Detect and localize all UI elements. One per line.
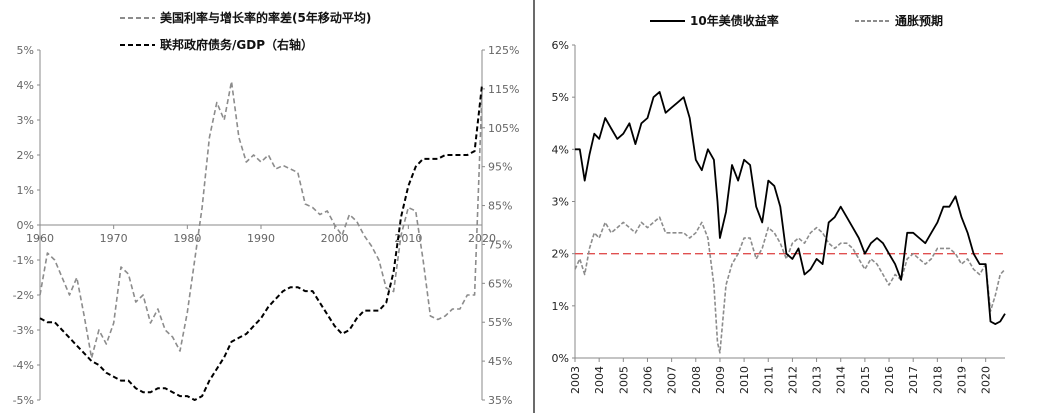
right-chart-panel: 6% 5% 4% 3% 2% 1% 0% 2003 2004 2005 2006 2007 2008 20… (535, 0, 1038, 413)
legend-label: 美国利率与增长率的率差(5年移动平均) (160, 10, 371, 25)
left-chart-panel: 5% 4% 3% 2% 1% 0% -1% -2% -3% -4% -5% 125% 115% 105% 9… (12, 0, 535, 413)
left-y-tick-label: 1% (17, 184, 34, 197)
x-tick-label: 2018 (931, 366, 944, 394)
x-tick-label: 2019 (956, 366, 969, 394)
left-y-tick-label: 4% (17, 79, 34, 92)
x-tick-label: 2000 (321, 232, 349, 245)
right-y-tick-label: 85% (488, 200, 512, 213)
x-tick-label: 2015 (859, 366, 872, 394)
y-tick-label: 1% (552, 300, 569, 313)
x-tick-label: 2006 (641, 366, 654, 394)
x-tick-label: 2014 (835, 366, 848, 394)
right-y-tick-label: 45% (488, 355, 512, 368)
right-chart: 6% 5% 4% 3% 2% 1% 0%2003 2004 2005 2006 2007 2008 20… (552, 13, 1006, 394)
legend-label: 通胀预期 (895, 13, 943, 28)
x-tick-label: 2020 (980, 366, 993, 394)
right-y-tick-label: 125% (488, 44, 519, 57)
y-tick-label: 4% (552, 143, 569, 156)
legend-label: 10年美债收益率 (690, 13, 779, 28)
x-tick-label: 1990 (247, 232, 275, 245)
right-y-tick-label: 95% (488, 161, 512, 174)
x-tick-label: 2009 (714, 366, 727, 394)
left-y-tick-label: -1% (13, 254, 34, 267)
left-chart: 5% 4% 3% 2% 1% 0% -1% -2% -3% -4% -5% 125% 115% 105% 9… (13, 10, 520, 407)
x-tick-label: 2013 (811, 366, 824, 394)
series-line-inflation-expectation (574, 216, 1006, 354)
left-y-tick-label: 5% (17, 44, 34, 57)
series-line-federal-debt-gdp (39, 84, 483, 401)
x-tick-label: 2004 (593, 366, 606, 394)
series-line-rate-growth-differential (39, 80, 483, 359)
left-y-tick-label: -3% (13, 324, 34, 337)
x-tick-label: 2005 (617, 366, 630, 394)
x-tick-label: 1960 (26, 232, 54, 245)
left-y-tick-label: -4% (13, 359, 34, 372)
right-y-tick-label: 115% (488, 83, 519, 96)
left-y-tick-label: 2% (17, 149, 34, 162)
y-tick-label: 5% (552, 91, 569, 104)
left-y-tick-label: -5% (13, 394, 34, 407)
x-tick-label: 2017 (907, 366, 920, 394)
x-tick-label: 2011 (762, 366, 775, 394)
x-tick-label: 2020 (468, 232, 496, 245)
y-tick-label: 2% (552, 248, 569, 261)
right-y-tick-label: 65% (488, 277, 512, 290)
left-y-tick-label: 0% (17, 219, 34, 232)
x-tick-label: 2012 (786, 366, 799, 394)
x-tick-label: 1980 (173, 232, 201, 245)
y-tick-label: 6% (552, 39, 569, 52)
x-tick-label: 2016 (883, 366, 896, 394)
x-tick-label: 2010 (738, 366, 751, 394)
left-y-tick-label: -2% (13, 289, 34, 302)
right-y-tick-label: 75% (488, 238, 512, 251)
left-y-tick-label: 3% (17, 114, 34, 127)
x-tick-label: 1970 (100, 232, 128, 245)
x-tick-label: 2003 (569, 366, 582, 394)
legend-label: 联邦政府债务/GDP（右轴） (160, 37, 313, 52)
y-tick-label: 3% (552, 196, 569, 209)
right-y-tick-label: 35% (488, 394, 512, 407)
y-tick-label: 0% (552, 352, 569, 365)
series-line-10y-treasury-yield (575, 91, 1006, 326)
x-tick-label: 2007 (666, 366, 679, 394)
x-tick-label: 2008 (690, 366, 703, 394)
right-y-tick-label: 55% (488, 316, 512, 329)
right-y-tick-label: 105% (488, 122, 519, 135)
